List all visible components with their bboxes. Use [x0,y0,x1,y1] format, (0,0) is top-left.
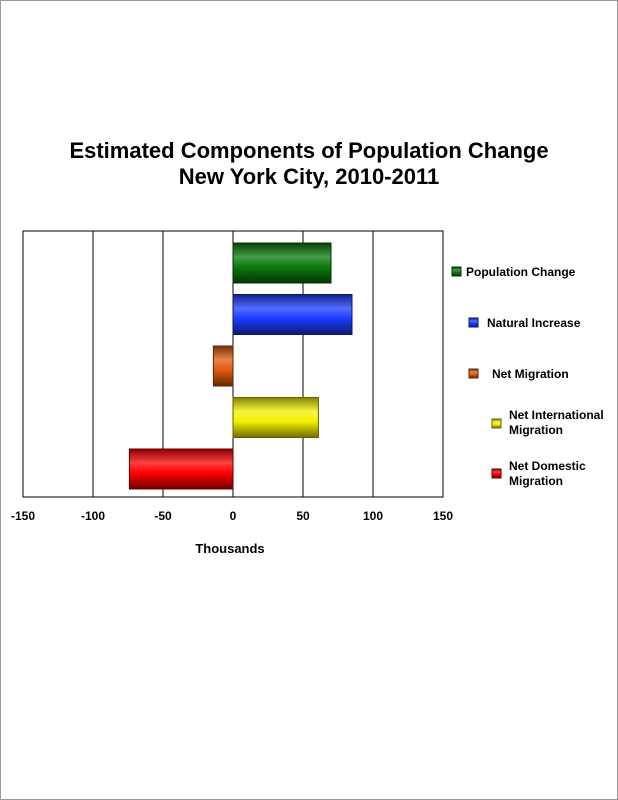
chart-title-line-2: New York City, 2010-2011 [178,164,440,189]
legend-swatch [468,317,479,328]
legend-label: Population Change [466,265,576,279]
x-tick-label: 0 [230,509,237,523]
x-tick-label: -50 [154,509,172,523]
legend-label: Migration [509,423,563,437]
bar-net-domestic-migration [128,448,234,490]
legend-item: Population Change [451,265,576,279]
legend-swatch [468,368,479,379]
x-tick-label: 50 [296,509,310,523]
bar-net-international-migration [232,397,319,438]
legend-label: Net Migration [492,367,569,381]
x-axis-label: Thousands [195,541,264,556]
legend-swatch [491,468,502,479]
legend-label: Migration [509,474,563,488]
x-tick-label: 100 [363,509,383,523]
legend-swatch [491,418,502,429]
bar-net-migration [212,345,234,387]
x-tick-label: -100 [81,509,105,523]
legend-label: Net Domestic [509,459,586,473]
plot-area: -150 -100 -50 0 50 100 150 Thousands [11,230,453,556]
bar-natural-increase [232,294,353,335]
legend-label: Net International [509,408,604,422]
chart-title-line-1: Estimated Components of Population Chang… [69,138,549,163]
legend-item: Natural Increase [468,316,581,330]
legend-item: Net Migration [468,367,569,381]
legend-swatch [451,266,462,277]
bar-population-change [232,242,332,284]
legend-label: Natural Increase [487,316,581,330]
x-tick-label: -150 [11,509,35,523]
x-tick-label: 150 [433,509,453,523]
legend: Population Change Natural Increase Net Mig… [451,265,604,488]
